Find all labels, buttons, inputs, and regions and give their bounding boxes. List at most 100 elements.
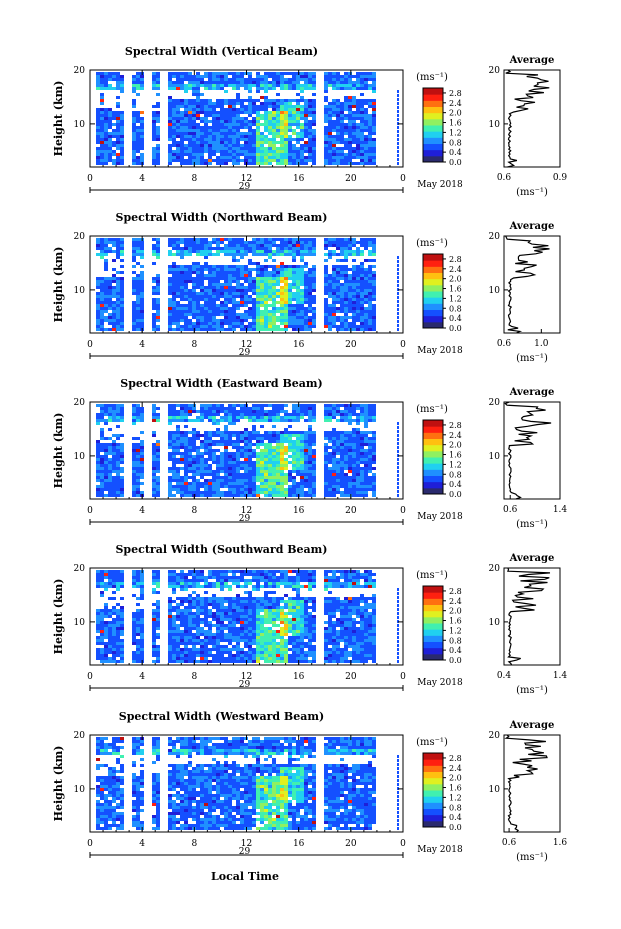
colorbar-tick-label: 0.4: [449, 314, 462, 323]
colorbar-segment: [423, 753, 443, 760]
x-tick-label: 8: [191, 174, 197, 184]
colorbar-tick-label: 0.0: [449, 158, 462, 167]
x-tick-label: 8: [191, 340, 197, 350]
colorbar-segment: [423, 112, 443, 120]
x-tick-label: 4: [139, 174, 145, 184]
colorbar-segment: [423, 125, 443, 132]
colorbar-segment: [423, 641, 443, 649]
colorbar-tick-label: 0.0: [449, 324, 462, 333]
colorbar-segment: [423, 586, 443, 593]
avg-frame: [503, 567, 561, 666]
panel-2: Spectral Width (Northward Beam) 0 4 8 12 16 20…: [52, 211, 561, 364]
colorbar-tick-label: 2.8: [449, 587, 462, 596]
y-tick-label: 10: [74, 785, 86, 795]
x-tick-label: 4: [139, 506, 145, 516]
heatmap: [96, 570, 399, 663]
y-axis-label: Height (km): [52, 746, 65, 822]
colorbar-segment: [423, 88, 443, 95]
colorbar-segment: [423, 155, 443, 163]
x-axis-label: Local Time: [211, 870, 279, 883]
colorbar-tick-label: 2.8: [449, 421, 462, 430]
colorbar-tick-label: 0.4: [449, 813, 462, 822]
colorbar-segment: [423, 759, 443, 766]
y-axis-label: Height (km): [52, 413, 65, 489]
colorbar-tick-label: 0.4: [449, 148, 462, 157]
day-label: 29: [239, 847, 251, 857]
x-tick-label: 16: [293, 839, 305, 849]
colorbar-segment: [423, 100, 443, 107]
month-year-label: May 2018: [417, 678, 463, 688]
month-year-label: May 2018: [417, 845, 463, 855]
avg-x-tick-label: 1.6: [553, 838, 568, 848]
y-tick-label: 10: [74, 452, 86, 462]
panel-3: Spectral Width (Eastward Beam) 0 4 8 12 16 20 0…: [52, 377, 567, 530]
colorbar-segment: [423, 457, 443, 464]
y-tick-label: 20: [74, 66, 86, 76]
colorbar-unit: (ms⁻¹): [416, 737, 448, 748]
avg-x-tick-label: 1.0: [534, 339, 549, 349]
colorbar-tick-label: 0.0: [449, 490, 462, 499]
colorbar-tick-label: 0.8: [449, 803, 462, 812]
colorbar-segment: [423, 765, 443, 772]
colorbar-frame: [422, 585, 444, 661]
avg-frame: [503, 401, 561, 500]
x-tick-label: 12: [241, 839, 252, 849]
colorbar-tick-label: 0.8: [449, 304, 462, 313]
y-axis-label: Height (km): [52, 579, 65, 655]
avg-y-tick-label: 10: [489, 618, 501, 628]
colorbar-segment: [423, 303, 443, 310]
colorbar-tick-label: 2.0: [449, 774, 462, 783]
x-tick-label: 0: [400, 672, 406, 682]
colorbar-unit: (ms⁻¹): [416, 238, 448, 249]
panel-title: Spectral Width (Southward Beam): [115, 543, 327, 556]
heatmap: [96, 72, 399, 165]
avg-x-tick-label: 1.4: [553, 505, 568, 515]
heatmap: [96, 737, 399, 830]
colorbar-tick-label: 2.0: [449, 275, 462, 284]
y-tick-label: 20: [74, 731, 86, 741]
colorbar-segment: [423, 604, 443, 612]
colorbar-segment: [423, 118, 443, 126]
x-tick-label: 4: [139, 672, 145, 682]
x-tick-label: 0: [400, 174, 406, 184]
x-tick-label: 8: [191, 672, 197, 682]
colorbar-segment: [423, 790, 443, 797]
colorbar-tick-label: 0.8: [449, 138, 462, 147]
colorbar-tick-label: 1.6: [449, 451, 462, 460]
colorbar-tick-label: 2.0: [449, 109, 462, 118]
avg-y-tick-label: 20: [489, 66, 501, 76]
y-tick-label: 10: [74, 120, 86, 130]
x-tick-label: 16: [293, 672, 305, 682]
x-tick-label: 0: [87, 839, 93, 849]
x-tick-label: 16: [293, 506, 305, 516]
colorbar-segment: [423, 610, 443, 618]
avg-frame: [503, 69, 561, 168]
y-tick-label: 20: [74, 398, 86, 408]
y-tick-label: 10: [74, 286, 86, 296]
avg-frame: [503, 235, 561, 334]
x-tick-label: 4: [139, 839, 145, 849]
avg-title: Average: [509, 55, 555, 66]
avg-x-label: (ms⁻¹): [516, 852, 548, 863]
avg-title: Average: [509, 553, 555, 564]
colorbar-tick-label: 2.0: [449, 441, 462, 450]
x-tick-label: 16: [293, 174, 305, 184]
colorbar-tick-label: 0.0: [449, 656, 462, 665]
colorbar-tick-label: 2.8: [449, 255, 462, 264]
avg-profile-line: [504, 401, 552, 500]
colorbar-segment: [423, 802, 443, 809]
colorbar-segment: [423, 629, 443, 636]
avg-x-tick-label: 0.4: [497, 671, 512, 681]
colorbar-unit: (ms⁻¹): [416, 570, 448, 581]
avg-x-tick-label: 0.6: [503, 505, 518, 515]
colorbar-segment: [423, 309, 443, 317]
colorbar-tick-label: 2.8: [449, 754, 462, 763]
colorbar-segment: [423, 149, 443, 157]
day-label: 29: [239, 182, 251, 192]
avg-profile-line: [505, 235, 550, 334]
panel-4: Spectral Width (Southward Beam) 0 4 8 12 16 20…: [52, 543, 567, 696]
colorbar-segment: [423, 137, 443, 144]
colorbar-tick-label: 0.8: [449, 636, 462, 645]
colorbar-segment: [423, 420, 443, 427]
x-tick-label: 4: [139, 340, 145, 350]
